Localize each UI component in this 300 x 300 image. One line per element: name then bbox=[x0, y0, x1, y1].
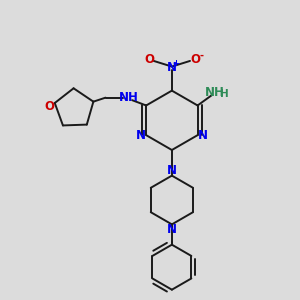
Text: N: N bbox=[198, 129, 208, 142]
Text: N: N bbox=[167, 164, 177, 177]
Text: H: H bbox=[220, 89, 229, 99]
Text: N: N bbox=[167, 61, 177, 74]
Text: N: N bbox=[136, 129, 146, 142]
Text: O: O bbox=[190, 52, 200, 66]
Text: NH: NH bbox=[205, 86, 225, 99]
Text: +: + bbox=[172, 59, 179, 68]
Text: O: O bbox=[45, 100, 55, 113]
Text: -: - bbox=[199, 50, 203, 60]
Text: O: O bbox=[144, 52, 154, 66]
Text: N: N bbox=[167, 223, 177, 236]
Text: NH: NH bbox=[119, 91, 139, 104]
